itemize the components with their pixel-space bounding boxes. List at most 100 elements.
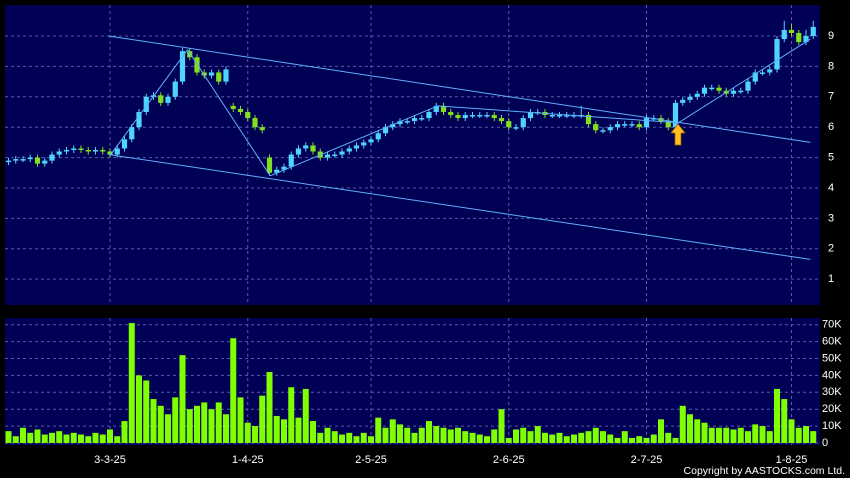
volume-bar [795,427,802,443]
volume-bar [281,419,287,443]
volume-bar [295,417,302,443]
x-tick-label: 1-8-25 [776,454,808,466]
candle-body [63,149,70,152]
volume-bar [665,432,672,443]
y-tick-label: 9 [828,30,834,42]
volume-bar [766,431,773,443]
volume-bar [397,424,403,443]
candle-body [469,115,476,117]
candle-body [498,118,505,122]
volume-bar [527,431,534,443]
volume-bar [433,426,440,443]
volume-bar [121,421,128,443]
volume-bar [774,388,780,443]
candle-body [781,29,787,40]
y-tick-label: 50K [822,352,842,364]
volume-bar [730,429,737,443]
candle-body [622,124,628,126]
candle-body [643,118,650,128]
candle-body [56,151,62,155]
candle-body [121,139,128,149]
copyright: Copyright by AASTOCKS.com Ltd. [684,465,845,477]
candle-body [404,121,410,123]
volume-bar [484,436,490,443]
volume-bar [237,397,244,443]
candle-body [303,145,309,149]
volume-bar [534,426,541,443]
candle-body [527,111,534,119]
candle-body [426,111,432,119]
candle-body [179,51,186,82]
arrow-marker [670,123,686,146]
candle-body [20,159,26,161]
volume-bar [41,434,48,443]
volume-bar [70,432,77,443]
volume-bar [491,429,498,443]
volume-bar [382,427,389,443]
volume-bar [266,372,273,443]
candle-body [477,115,483,117]
volume-bar [752,424,759,443]
y-tick-label: 60K [822,336,842,348]
candle-body [85,149,91,152]
candle-body [462,115,468,119]
volume-bar [324,427,331,443]
volume-bar [34,429,41,443]
volume-bar [650,434,657,443]
candle-body [600,130,606,132]
volume-bar [5,431,12,443]
candle-body [810,26,816,37]
candle-body [375,133,381,140]
volume-bar [411,432,418,443]
volume-bar [440,427,447,443]
volume-bar [389,419,396,443]
candle-body [78,148,84,150]
candle-body [165,96,171,103]
candle-body [593,124,599,131]
candle-body [368,139,374,143]
volume-bar [672,437,679,443]
volume-bar [788,419,795,443]
volume-bar [259,395,266,443]
volume-bar [107,429,113,443]
volume-bar [223,414,229,443]
volume-bar [317,432,324,443]
candle-body [49,154,55,161]
volume-bar [310,421,316,443]
candle-body [107,151,113,155]
trend-line [108,154,811,260]
volume-bar [505,437,512,443]
volume-bar [49,432,55,443]
candle-body [158,95,164,103]
volume-bar [114,436,121,443]
candle-body [390,124,396,128]
candle-body [208,72,215,76]
volume-bar [244,422,251,443]
volume-bar [143,380,150,443]
candle-body [455,115,461,119]
y-tick-label: 2 [828,243,834,255]
volume-bar [302,388,309,443]
candle-body [687,96,693,100]
volume-bar [252,426,258,443]
volume-bar [469,432,476,443]
candle-body [752,72,758,82]
volume-bar [85,436,92,443]
candle-body [767,69,773,73]
candle-body [13,159,19,161]
candle-body [607,127,613,131]
volume-bar [745,431,751,443]
volume-bar [27,432,34,443]
volume-bar [208,409,215,443]
volume-bar [476,434,483,443]
candle-body [411,118,418,122]
volume-bar [585,431,592,443]
y-tick-label: 0 [822,437,828,449]
y-tick-label: 10K [822,420,842,432]
volume-bar [273,415,280,443]
y-tick-label: 30K [822,386,842,398]
candle-body [636,124,642,128]
x-tick-label: 3-3-25 [94,454,126,466]
candle-body [34,157,41,164]
candle-body [556,115,563,117]
